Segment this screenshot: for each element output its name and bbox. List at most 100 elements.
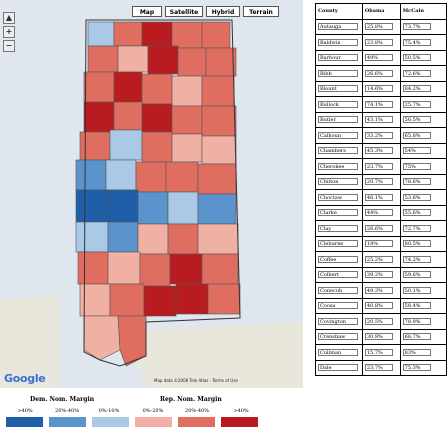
legend-swatch	[6, 417, 43, 427]
mccain-cell: 74.2%	[399, 251, 448, 268]
county-results-table: County Obama McCain Autauga 25.8% 73.7% Bal…	[315, 3, 448, 376]
mccain-cell-value: 74.2%	[402, 255, 431, 263]
obama-cell-value: 44%	[364, 209, 393, 217]
mccain-cell: 54%	[399, 142, 448, 159]
mccain-cell-value: 50.5%	[402, 54, 431, 62]
mccain-cell: 50.1%	[399, 282, 448, 299]
table-row: Clarke 44% 55.6%	[315, 204, 448, 221]
pan-up-icon[interactable]: ▲	[3, 12, 15, 24]
mccain-cell-value: 75.3%	[402, 364, 431, 372]
obama-cell: 15.7%	[361, 344, 401, 361]
table-header-row: County Obama McCain	[315, 3, 448, 20]
mccain-cell-value: 83%	[402, 348, 431, 356]
table-row: Baldwin 23.8% 75.4%	[315, 34, 448, 51]
county-cell: Cherokee	[315, 158, 363, 175]
obama-cell: 49%	[361, 49, 401, 66]
map-type-hybrid-button[interactable]: Hybrid	[206, 6, 240, 17]
mccain-cell-value: 50.1%	[402, 286, 431, 294]
mccain-cell-value: 72.7%	[402, 224, 431, 232]
obama-cell-value: 49.3%	[364, 286, 393, 294]
obama-cell: 43.1%	[361, 111, 401, 128]
google-logo: Google	[4, 372, 46, 385]
county-cell: Clay	[315, 220, 363, 237]
county-cell: Butler	[315, 111, 363, 128]
obama-cell: 30.9%	[361, 328, 401, 345]
county-cell: Crenshaw	[315, 328, 363, 345]
county-cell: Cleburne	[315, 235, 363, 252]
county-cell: Barbour	[315, 49, 363, 66]
county-patches[interactable]	[75, 21, 241, 367]
county-cell: Coffee	[315, 251, 363, 268]
county-cell: Conecuh	[315, 282, 363, 299]
map-copyright: Map data ©2008 Tele Atlas · Terms of Use	[154, 378, 238, 383]
county-cell: Chilton	[315, 173, 363, 190]
mccain-cell-value: 73.7%	[402, 23, 431, 31]
mccain-cell-value: 80.5%	[402, 240, 431, 248]
county-cell-value: Autauga	[318, 23, 358, 31]
obama-cell: 45.3%	[361, 142, 401, 159]
county-cell-value: Conecuh	[318, 286, 358, 294]
county-cell: Clarke	[315, 204, 363, 221]
county-cell-value: Coffee	[318, 255, 358, 263]
county-cell: Covington	[315, 313, 363, 330]
column-header-mccain: McCain	[399, 3, 448, 20]
column-header-obama: Obama	[361, 3, 401, 20]
table-row: Covington 20.5% 78.9%	[315, 313, 448, 330]
map-view[interactable]: Map Satellite Hybrid Terrain ▲ + − Googl…	[0, 0, 303, 388]
table-row: Conecuh 49.3% 50.1%	[315, 282, 448, 299]
obama-cell-value: 45.3%	[364, 147, 393, 155]
mccain-cell-value: 72.6%	[402, 69, 431, 77]
obama-cell: 33.2%	[361, 127, 401, 144]
mccain-cell-value: 56.5%	[402, 116, 431, 124]
legend: Dem. Nom. Margin Rep. Nom. Margin >40% 2…	[0, 390, 303, 443]
obama-cell-value: 23.7%	[364, 162, 393, 170]
county-cell-value: Dale	[318, 364, 358, 372]
county-cell-value: Barbour	[318, 54, 358, 62]
mccain-cell-value: 78.9%	[402, 317, 431, 325]
mccain-cell: 72.7%	[399, 220, 448, 237]
table-row: Coffee 25.2% 74.2%	[315, 251, 448, 268]
county-cell-value: Crenshaw	[318, 333, 358, 341]
map-type-satellite-button[interactable]: Satellite	[165, 6, 203, 17]
obama-cell-value: 74.1%	[364, 100, 393, 108]
county-cell-value: Blount	[318, 85, 358, 93]
legend-range: 20%-40%	[185, 408, 209, 414]
zoom-in-icon[interactable]: +	[3, 26, 15, 38]
county-cell: Bibb	[315, 65, 363, 82]
county-cell-value: Covington	[318, 317, 358, 325]
table-row: Barbour 49% 50.5%	[315, 49, 448, 66]
obama-cell-value: 18%	[364, 240, 393, 248]
obama-cell: 25.2%	[361, 251, 401, 268]
mccain-cell: 25.7%	[399, 96, 448, 113]
county-cell-value: Bullock	[318, 100, 358, 108]
mccain-cell: 78.9%	[399, 313, 448, 330]
county-cell-value: Baldwin	[318, 38, 358, 46]
obama-cell-value: 20.5%	[364, 317, 393, 325]
county-cell-value: Cherokee	[318, 162, 358, 170]
obama-cell-value: 30.9%	[364, 333, 393, 341]
map-type-map-button[interactable]: Map	[132, 6, 162, 17]
mccain-cell-value: 84.2%	[402, 85, 431, 93]
table-row: Chambers 45.3% 54%	[315, 142, 448, 159]
legend-swatch	[178, 417, 215, 427]
county-cell: Colbert	[315, 266, 363, 283]
table-row: Colbert 39.2% 59.6%	[315, 266, 448, 283]
mccain-cell-value: 59.6%	[402, 271, 431, 279]
county-map[interactable]	[0, 0, 303, 388]
zoom-out-icon[interactable]: −	[3, 40, 15, 52]
county-cell-value: Chambers	[318, 147, 358, 155]
mccain-cell-value: 58.4%	[402, 302, 431, 310]
column-header-county: County	[315, 3, 363, 20]
map-type-terrain-button[interactable]: Terrain	[243, 6, 279, 17]
county-cell-value: Coosa	[318, 302, 358, 310]
county-cell-value: Bibb	[318, 69, 358, 77]
mccain-cell: 83%	[399, 344, 448, 361]
obama-cell-value: 49%	[364, 54, 393, 62]
county-cell: Dale	[315, 359, 363, 376]
obama-cell-value: 26.6%	[364, 69, 393, 77]
legend-swatch	[49, 417, 86, 427]
obama-cell: 44%	[361, 204, 401, 221]
obama-cell: 26.6%	[361, 220, 401, 237]
mccain-cell: 55.6%	[399, 204, 448, 221]
county-cell: Autauga	[315, 18, 363, 35]
